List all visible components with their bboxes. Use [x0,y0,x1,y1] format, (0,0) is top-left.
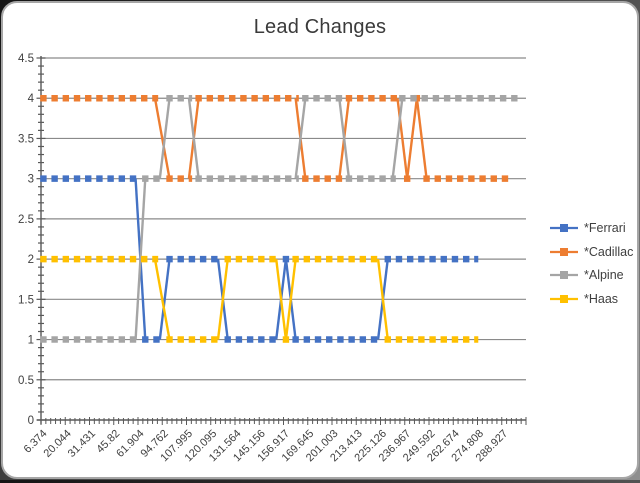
svg-text:0: 0 [28,415,34,427]
chart-legend: *Ferrari *Cadillac *Alpine *Haas [549,216,640,311]
series-cadillac [40,94,513,182]
svg-text:4.5: 4.5 [18,53,34,65]
legend-item-alpine: *Alpine [549,263,640,287]
gridlines [41,57,526,381]
series-ferrari [40,175,479,343]
lead-changes-plot: 0 0.5 1 1.5 2 2.5 3 3.5 4 4.5 6.37420.04431.43145.… [18,53,527,465]
series-alpine [40,94,522,343]
svg-text:3: 3 [28,174,34,186]
y-axis-labels: 0 0.5 1 1.5 2 2.5 3 3.5 4 4.5 [18,53,35,427]
legend-item-haas: *Haas [549,287,640,311]
legend-item-ferrari: *Ferrari [549,216,640,240]
svg-text:1.5: 1.5 [18,294,34,306]
legend-key-icon [550,247,578,256]
axes [36,56,527,425]
svg-text:4: 4 [28,93,35,105]
svg-text:1: 1 [28,335,34,347]
x-axis-labels: 6.37420.04431.43145.8261.90494.762107.99… [22,428,511,465]
svg-text:31.431: 31.431 [66,428,98,460]
svg-text:2: 2 [28,254,34,266]
legend-item-cadillac: *Cadillac [549,240,640,264]
svg-text:0.5: 0.5 [18,375,34,387]
series-haas [40,255,479,343]
legend-label: *Haas [584,291,619,306]
legend-key-icon [550,271,578,280]
legend-key-icon [550,294,578,303]
svg-text:3.5: 3.5 [18,133,34,145]
legend-key-icon [550,223,578,232]
legend-label: *Alpine [584,268,624,283]
legend-label: *Cadillac [584,244,634,259]
legend-label: *Ferrari [584,220,626,235]
svg-text:2.5: 2.5 [18,214,34,226]
chart-title: Lead Changes [253,16,387,38]
